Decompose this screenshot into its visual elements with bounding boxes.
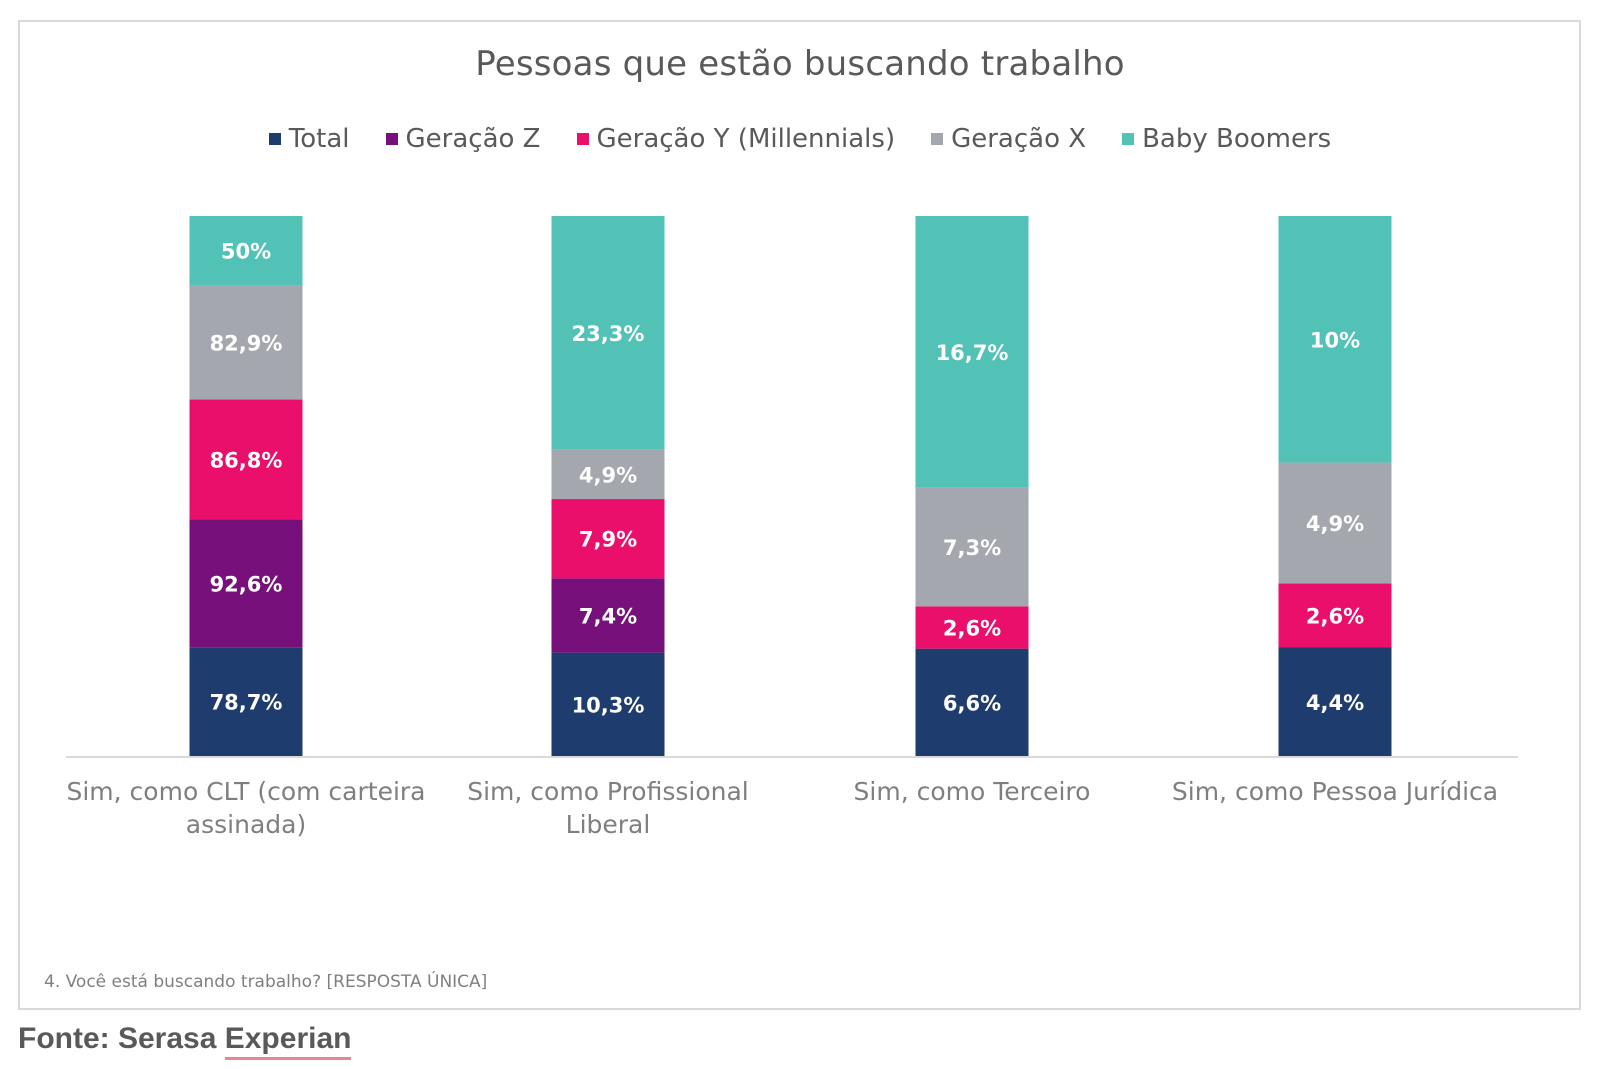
legend-label: Geração Z — [405, 124, 541, 154]
bar-segment — [551, 449, 665, 500]
data-label: 23,3% — [572, 322, 645, 346]
bar-segment — [915, 216, 1029, 488]
bar-segment — [1278, 216, 1392, 463]
legend-label: Geração X — [951, 124, 1087, 154]
bar-segment — [551, 578, 665, 653]
legend-label: Baby Boomers — [1142, 124, 1332, 154]
data-label: 82,9% — [210, 331, 283, 355]
category-label: Sim, como Terceiro — [854, 777, 1091, 806]
chart-title: Pessoas que estão buscando trabalho — [475, 44, 1125, 84]
category-label: Sim, como Pessoa Jurídica — [1172, 777, 1498, 806]
legend-label: Geração Y (Millennials) — [596, 124, 896, 154]
question-note: 4. Você está buscando trabalho? [RESPOST… — [44, 972, 488, 992]
category-label: Liberal — [566, 810, 651, 839]
data-label: 4,9% — [579, 463, 637, 487]
legend-swatch — [385, 133, 398, 145]
bar-segment — [189, 216, 303, 286]
data-label: 10,3% — [572, 693, 645, 717]
legend-swatch — [268, 133, 281, 145]
legend-item: Baby Boomers — [1122, 124, 1331, 154]
legend-item: Geração X — [931, 124, 1086, 154]
bar-segment — [551, 216, 665, 450]
data-label: 2,6% — [1306, 604, 1364, 628]
legend-item: Geração Z — [385, 124, 541, 154]
data-label: 4,4% — [1306, 691, 1364, 715]
bar-segment — [1278, 647, 1392, 756]
data-label: 7,4% — [579, 604, 637, 628]
data-label: 86,8% — [210, 448, 283, 472]
bar-segment — [189, 519, 303, 648]
bar-segment — [915, 487, 1029, 607]
bar-segment — [189, 285, 303, 400]
data-label: 10% — [1310, 328, 1360, 352]
bar-segment — [189, 399, 303, 520]
bar-segment — [915, 648, 1029, 756]
bar-segment — [551, 652, 665, 756]
source-link[interactable]: Experian — [224, 1022, 352, 1060]
chart-legend: Total Geração Z Geração Y (Millennials) Ger… — [0, 124, 1600, 154]
legend-item: Geração Y (Millennials) — [576, 124, 896, 154]
bar-segment — [1278, 462, 1392, 584]
legend-item: Total — [268, 124, 350, 154]
bar-segment — [1278, 583, 1392, 648]
data-label: 4,9% — [1306, 512, 1364, 536]
legend-swatch — [576, 133, 589, 145]
data-label: 6,6% — [943, 691, 1001, 715]
category-label: Sim, como Profissional — [467, 777, 749, 806]
legend-swatch — [931, 133, 944, 145]
legend-label: Total — [288, 124, 350, 154]
data-label: 16,7% — [936, 341, 1009, 365]
data-label: 50% — [221, 240, 271, 264]
category-label: assinada) — [186, 810, 306, 839]
data-label: 2,6% — [943, 617, 1001, 641]
bar-segment — [189, 647, 303, 756]
bar-segment — [551, 499, 665, 579]
legend-swatch — [1122, 133, 1135, 145]
category-label: Sim, como CLT (com carteira — [66, 777, 425, 806]
bar-segment — [915, 606, 1029, 649]
source-prefix: Fonte: Serasa — [18, 1022, 225, 1055]
data-label: 92,6% — [210, 572, 283, 596]
data-label: 7,9% — [579, 528, 637, 552]
data-label: 7,3% — [943, 536, 1001, 560]
data-label: 78,7% — [210, 691, 283, 715]
source-credit: Fonte: Serasa Experian — [18, 1022, 352, 1060]
